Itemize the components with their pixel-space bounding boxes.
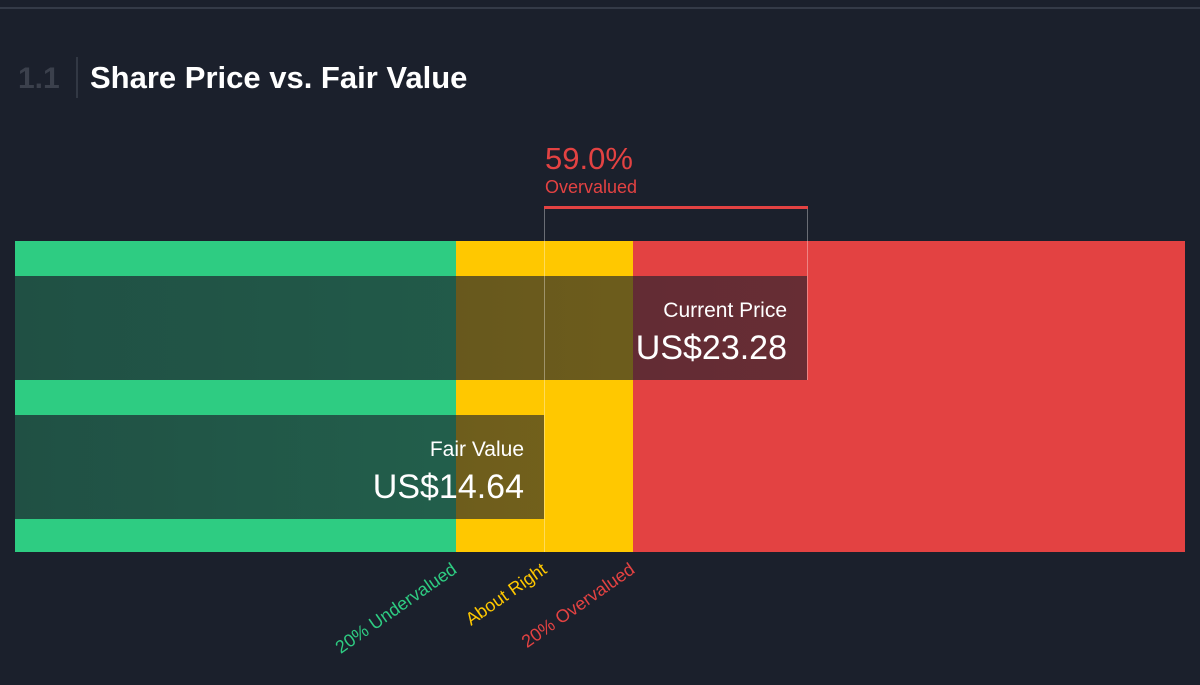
fair-value-value: US$14.64	[373, 468, 524, 506]
fair-value-label: Fair Value	[430, 438, 524, 461]
fair-value-bar	[15, 415, 544, 519]
section-number: 1.1	[18, 62, 60, 95]
current-price-value: US$23.28	[636, 329, 787, 367]
section-title: Share Price vs. Fair Value	[90, 60, 467, 95]
difference-percent: 59.0%	[545, 141, 633, 176]
difference-label: Overvalued	[545, 177, 637, 197]
current-price-label: Current Price	[663, 299, 787, 322]
current-price-bar	[15, 276, 807, 380]
